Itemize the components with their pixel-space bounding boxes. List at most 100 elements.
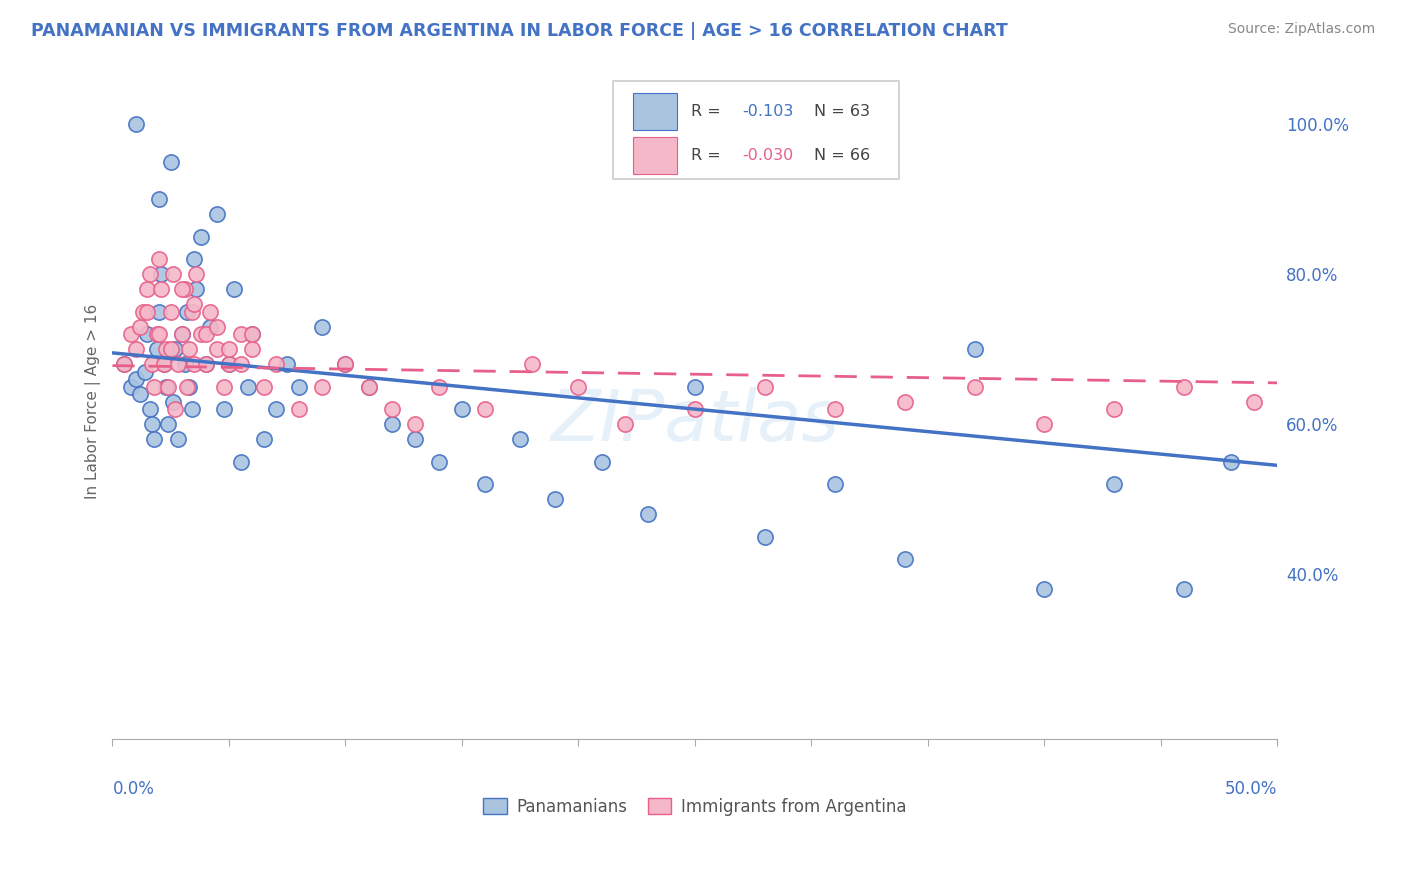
Text: N = 63: N = 63 — [814, 104, 870, 120]
Point — [165, 402, 187, 417]
Point — [200, 304, 222, 318]
Point — [183, 252, 205, 266]
Point — [288, 402, 311, 417]
Text: -0.103: -0.103 — [742, 104, 794, 120]
Point — [148, 192, 170, 206]
Point — [145, 342, 167, 356]
Point — [253, 379, 276, 393]
Point — [474, 402, 496, 417]
Point — [186, 267, 208, 281]
Point — [150, 282, 173, 296]
Point — [165, 342, 187, 356]
Point — [591, 455, 613, 469]
Point — [754, 379, 776, 393]
Point — [1243, 394, 1265, 409]
Point — [138, 402, 160, 417]
Point — [214, 402, 236, 417]
Point — [311, 319, 333, 334]
Point — [474, 477, 496, 491]
Point — [229, 327, 252, 342]
Point — [183, 357, 205, 371]
Point — [194, 357, 217, 371]
Point — [614, 417, 637, 431]
Point — [427, 455, 450, 469]
Point — [136, 304, 159, 318]
Point — [240, 327, 263, 342]
Text: -0.030: -0.030 — [742, 148, 794, 163]
Point — [120, 327, 142, 342]
Point — [179, 342, 201, 356]
Point — [125, 342, 148, 356]
Point — [240, 342, 263, 356]
Point — [180, 304, 202, 318]
Point — [112, 357, 135, 371]
Point — [172, 327, 194, 342]
Point — [207, 207, 229, 221]
Point — [683, 402, 706, 417]
Point — [311, 379, 333, 393]
Point — [509, 432, 531, 446]
Point — [180, 402, 202, 417]
Point — [155, 342, 177, 356]
Point — [172, 282, 194, 296]
Point — [963, 342, 986, 356]
Point — [143, 432, 166, 446]
Text: Source: ZipAtlas.com: Source: ZipAtlas.com — [1227, 22, 1375, 37]
Point — [427, 379, 450, 393]
Point — [520, 357, 543, 371]
Text: N = 66: N = 66 — [814, 148, 870, 163]
Point — [567, 379, 589, 393]
Point — [143, 379, 166, 393]
Point — [264, 402, 287, 417]
Point — [229, 455, 252, 469]
Point — [963, 379, 986, 393]
Point — [148, 304, 170, 318]
Point — [404, 432, 426, 446]
Point — [125, 117, 148, 131]
Text: 0.0%: 0.0% — [112, 780, 155, 798]
Point — [183, 297, 205, 311]
Point — [222, 282, 245, 296]
Point — [176, 304, 198, 318]
Point — [824, 477, 846, 491]
Point — [253, 432, 276, 446]
Point — [893, 552, 915, 566]
Point — [166, 357, 188, 371]
FancyBboxPatch shape — [633, 136, 678, 174]
Text: ZIPatlas: ZIPatlas — [550, 387, 839, 457]
Point — [893, 394, 915, 409]
Point — [276, 357, 298, 371]
Point — [148, 327, 170, 342]
Point — [150, 267, 173, 281]
Point — [152, 357, 174, 371]
Point — [207, 319, 229, 334]
Point — [129, 387, 152, 401]
Point — [200, 319, 222, 334]
Point — [824, 402, 846, 417]
Point — [186, 282, 208, 296]
Point — [264, 357, 287, 371]
Point — [240, 327, 263, 342]
Point — [381, 402, 404, 417]
Point — [404, 417, 426, 431]
Point — [1173, 582, 1195, 596]
Text: PANAMANIAN VS IMMIGRANTS FROM ARGENTINA IN LABOR FORCE | AGE > 16 CORRELATION CH: PANAMANIAN VS IMMIGRANTS FROM ARGENTINA … — [31, 22, 1008, 40]
Point — [159, 304, 181, 318]
Point — [683, 379, 706, 393]
Point — [162, 267, 184, 281]
Point — [179, 379, 201, 393]
Point — [194, 357, 217, 371]
Point — [138, 267, 160, 281]
Point — [152, 357, 174, 371]
Point — [214, 379, 236, 393]
Point — [218, 357, 240, 371]
Point — [1104, 477, 1126, 491]
Point — [120, 379, 142, 393]
Point — [190, 327, 212, 342]
Point — [141, 417, 163, 431]
Point — [172, 327, 194, 342]
Y-axis label: In Labor Force | Age > 16: In Labor Force | Age > 16 — [86, 304, 101, 500]
Point — [381, 417, 404, 431]
Point — [176, 379, 198, 393]
Point — [357, 379, 380, 393]
